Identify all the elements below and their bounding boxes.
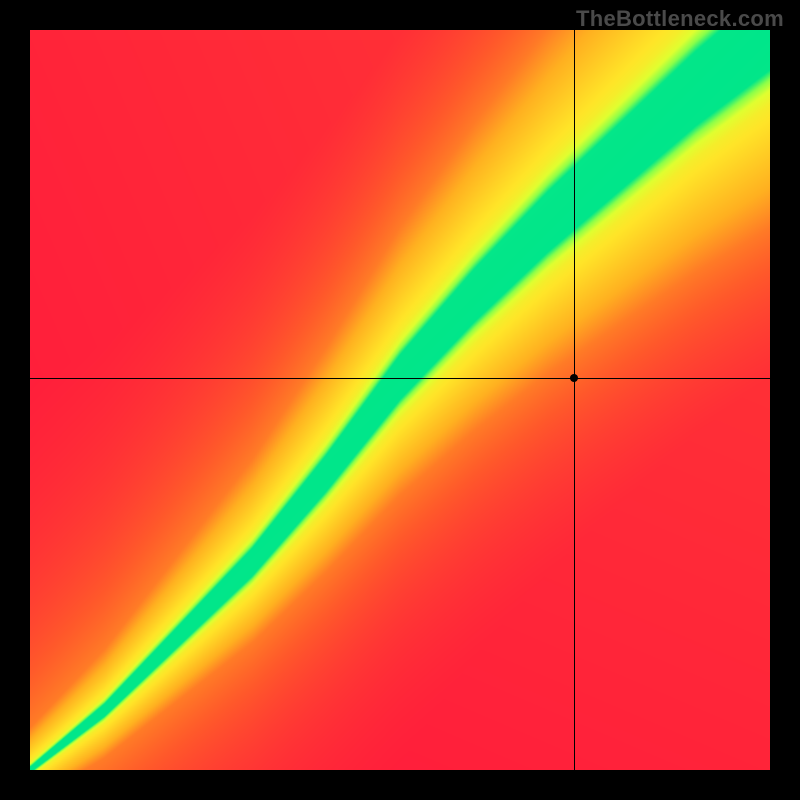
- watermark-text: TheBottleneck.com: [576, 6, 784, 32]
- heatmap-plot: [30, 30, 770, 770]
- crosshair-horizontal: [30, 378, 770, 379]
- marker-dot: [570, 374, 578, 382]
- heatmap-canvas: [30, 30, 770, 770]
- crosshair-vertical: [574, 30, 575, 770]
